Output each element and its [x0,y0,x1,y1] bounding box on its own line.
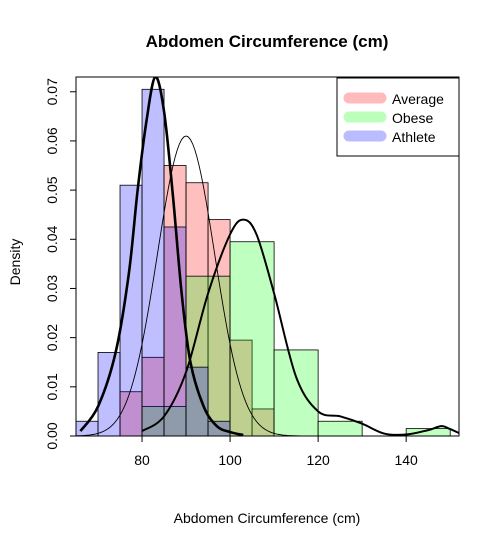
y-axis: 0.00 0.01 0.02 0.03 0.04 0.05 0.06 0.07 [44,78,76,450]
bar-athlete [185,366,209,436]
x-tick-label: 140 [394,452,418,468]
x-axis: 80 100 120 140 [134,436,418,468]
y-tick-label: 0.04 [44,225,60,252]
density-curve-obese [141,218,459,436]
bar-obese [317,420,363,436]
density-curve-athlete [79,77,244,436]
y-tick-label: 0.07 [44,78,60,105]
legend-label-average: Average [392,91,444,107]
y-axis-label: Density [7,239,23,286]
bar-athlete [163,226,187,436]
legend-label-athlete: Athlete [392,129,436,145]
density-curves [76,77,459,436]
x-axis-label: Abdomen Circumference (cm) [174,510,361,526]
y-tick-label: 0.00 [44,422,60,449]
y-tick-label: 0.03 [44,275,60,302]
legend-label-obese: Obese [392,110,433,126]
bar-athlete [97,351,121,436]
y-tick-label: 0.06 [44,127,60,154]
bar-obese [229,241,275,436]
x-tick-label: 80 [134,452,150,468]
chart-title: Abdomen Circumference (cm) [146,32,389,51]
x-tick-label: 100 [218,452,242,468]
y-tick-label: 0.05 [44,176,60,203]
legend: Average Obese Athlete [336,77,460,157]
y-tick-label: 0.02 [44,324,60,351]
bar-athlete [141,88,165,436]
bar-obese [273,349,319,436]
y-tick-label: 0.01 [44,373,60,400]
plot-frame [75,76,460,437]
x-tick-label: 120 [306,452,330,468]
density-curve-average [76,135,459,436]
bar-obese [405,428,451,436]
